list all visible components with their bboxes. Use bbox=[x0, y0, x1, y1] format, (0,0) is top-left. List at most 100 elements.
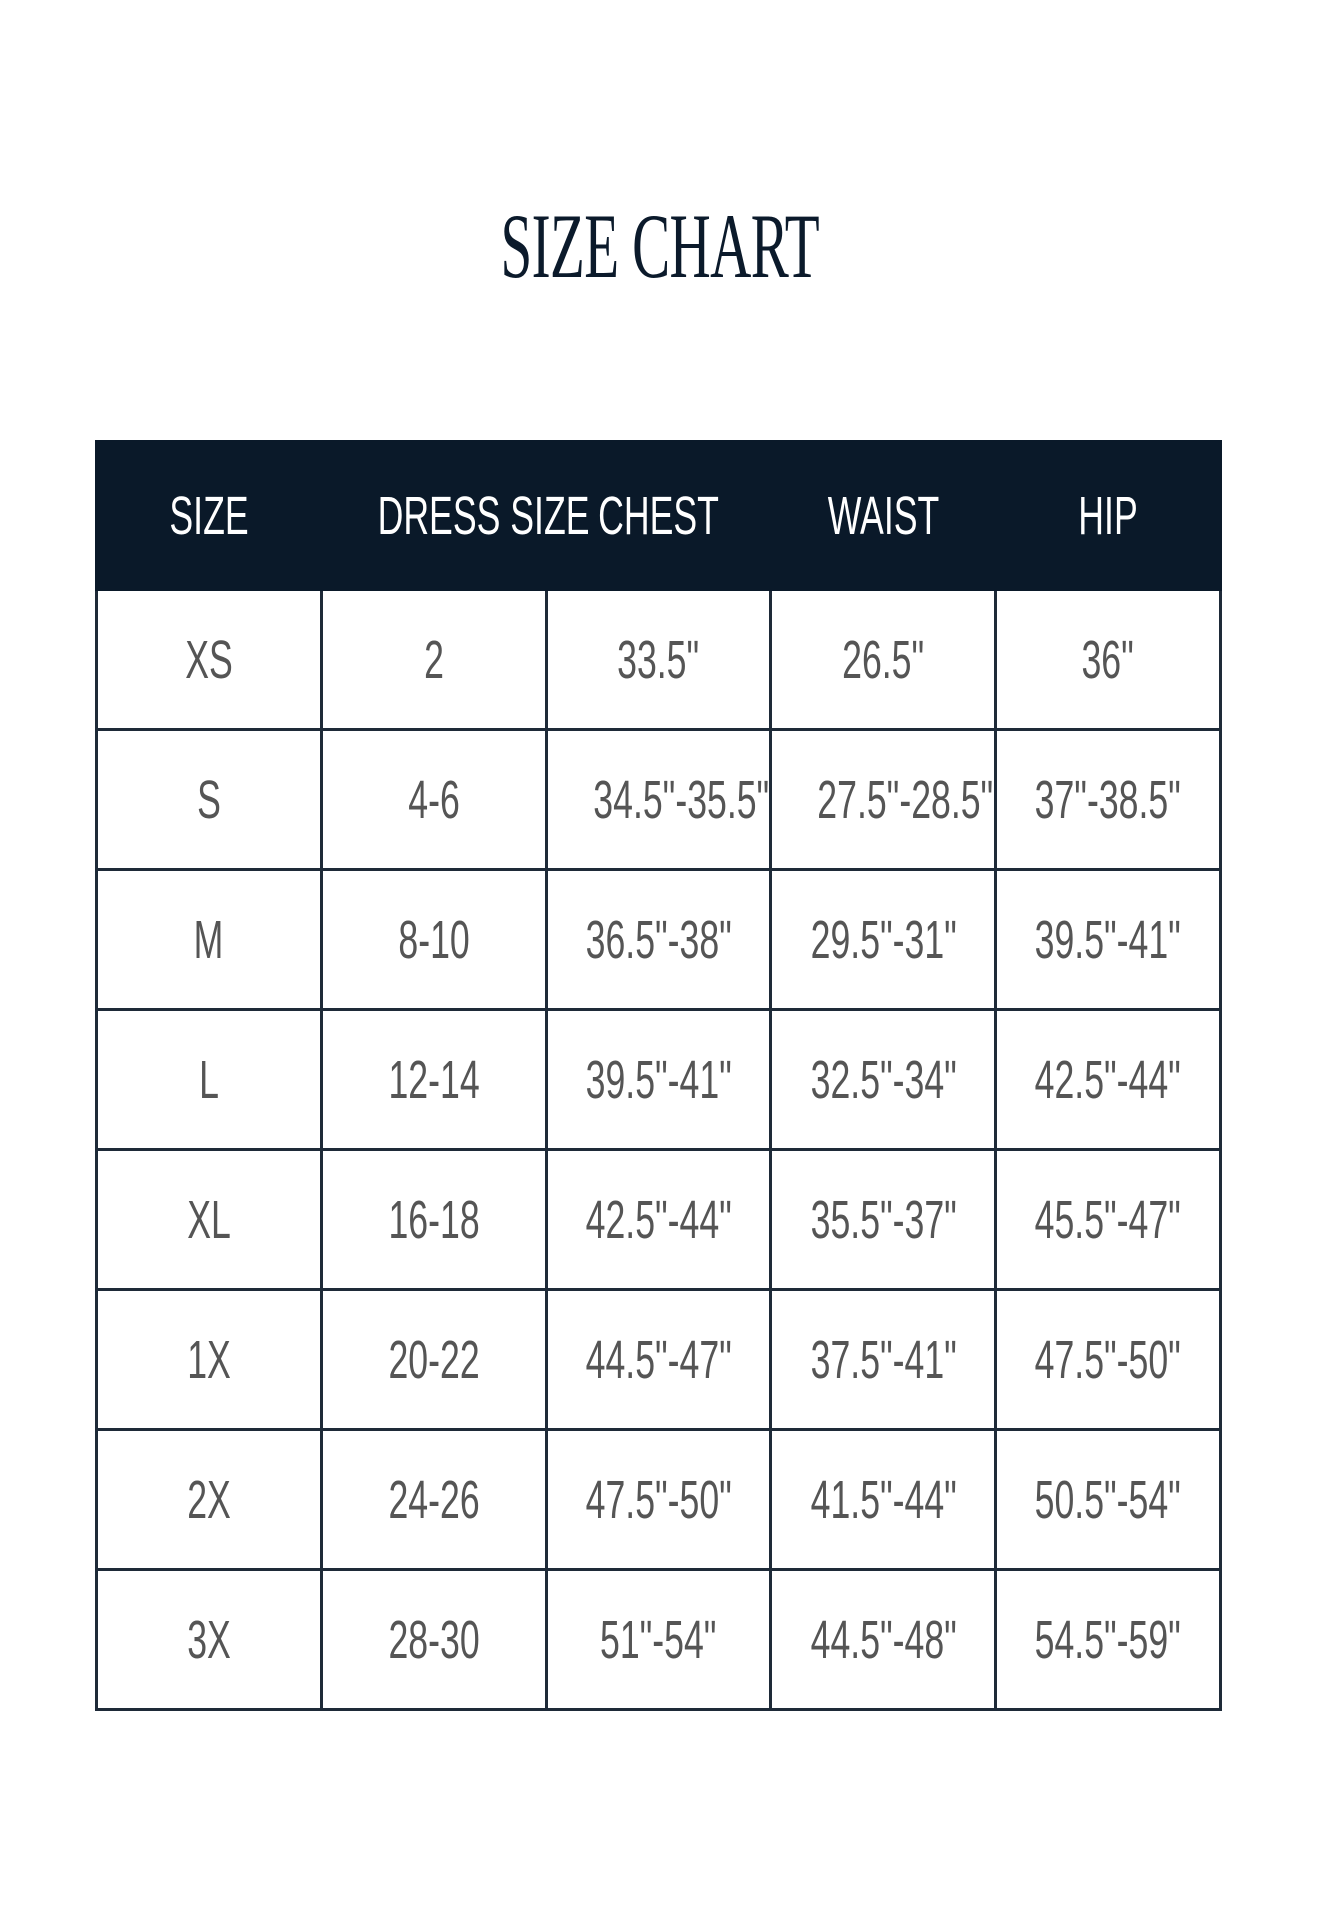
cell-value: 36.5"-38" bbox=[585, 909, 732, 970]
cell-value: 12-14 bbox=[388, 1049, 480, 1110]
table-cell: XS bbox=[95, 588, 323, 731]
table-row: M 8-10 36.5"-38" 29.5"-31" 39.5"-41" bbox=[95, 868, 1222, 1011]
column-header-chest: CHEST bbox=[544, 440, 773, 591]
table-cell: 50.5"-54" bbox=[994, 1428, 1222, 1571]
table-cell: 36" bbox=[994, 588, 1222, 731]
cell-value: 42.5"-44" bbox=[585, 1189, 732, 1250]
header-row: SIZE DRESS SIZE CHEST WAIST HIP bbox=[95, 440, 1222, 591]
cell-value: 45.5"-47" bbox=[1034, 1189, 1182, 1250]
table-row: XS 2 33.5" 26.5" 36" bbox=[95, 588, 1222, 731]
cell-value: XS bbox=[185, 629, 233, 690]
table-cell: 39.5"-41" bbox=[994, 868, 1222, 1011]
cell-value: 44.5"-47" bbox=[585, 1329, 732, 1390]
table-cell: 29.5"-31" bbox=[769, 868, 998, 1011]
table-row: L 12-14 39.5"-41" 32.5"-34" 42.5"-44" bbox=[95, 1008, 1222, 1151]
table-cell: 47.5"-50" bbox=[544, 1428, 773, 1571]
table-cell: S bbox=[95, 728, 323, 871]
cell-value: 36" bbox=[1081, 629, 1135, 690]
table-cell: 3X bbox=[95, 1568, 323, 1711]
table-cell: 45.5"-47" bbox=[994, 1148, 1222, 1291]
header-label: HIP bbox=[1078, 485, 1138, 546]
table-cell: 24-26 bbox=[319, 1428, 548, 1571]
column-header-waist: WAIST bbox=[769, 440, 998, 591]
header-label: CHEST bbox=[598, 485, 719, 546]
title-text: SIZE CHART bbox=[500, 195, 820, 297]
cell-value: 47.5"-50" bbox=[585, 1469, 732, 1530]
table-cell: 35.5"-37" bbox=[769, 1148, 998, 1291]
table-cell: 28-30 bbox=[319, 1568, 548, 1711]
cell-value: 37.5"-41" bbox=[810, 1329, 957, 1390]
cell-value: 26.5" bbox=[842, 629, 925, 690]
cell-value: S bbox=[197, 769, 221, 830]
cell-value: 28-30 bbox=[388, 1609, 480, 1670]
table-cell: 42.5"-44" bbox=[544, 1148, 773, 1291]
page-title: SIZE CHART bbox=[0, 200, 1320, 292]
table-cell: 34.5"-35.5" bbox=[544, 728, 773, 871]
table-cell: 2 bbox=[319, 588, 548, 731]
cell-value: 50.5"-54" bbox=[1034, 1469, 1182, 1530]
cell-value: 24-26 bbox=[388, 1469, 480, 1530]
cell-value: 39.5"-41" bbox=[1034, 909, 1182, 970]
cell-value: 44.5"-48" bbox=[810, 1609, 957, 1670]
table-cell: 42.5"-44" bbox=[994, 1008, 1222, 1151]
cell-value: 2 bbox=[423, 629, 444, 690]
cell-value: 37"-38.5" bbox=[1034, 769, 1182, 830]
cell-value: 34.5"-35.5" bbox=[592, 769, 769, 830]
table-cell: 36.5"-38" bbox=[544, 868, 773, 1011]
table-cell: 8-10 bbox=[319, 868, 548, 1011]
cell-value: 8-10 bbox=[398, 909, 470, 970]
table-cell: 47.5"-50" bbox=[994, 1288, 1222, 1431]
table-cell: 41.5"-44" bbox=[769, 1428, 998, 1571]
table-row: 3X 28-30 51"-54" 44.5"-48" 54.5"-59" bbox=[95, 1568, 1222, 1711]
cell-value: M bbox=[194, 909, 224, 970]
table-row: 2X 24-26 47.5"-50" 41.5"-44" 50.5"-54" bbox=[95, 1428, 1222, 1571]
cell-value: 3X bbox=[187, 1609, 231, 1670]
cell-value: L bbox=[198, 1049, 219, 1110]
cell-value: 29.5"-31" bbox=[810, 909, 957, 970]
cell-value: XL bbox=[187, 1189, 231, 1250]
size-chart-table: SIZE DRESS SIZE CHEST WAIST HIP XS 2 33.5" 26.5… bbox=[95, 440, 1222, 1711]
table-cell: 2X bbox=[95, 1428, 323, 1571]
cell-value: 2X bbox=[187, 1469, 231, 1530]
cell-value: 16-18 bbox=[388, 1189, 480, 1250]
table-cell: 44.5"-48" bbox=[769, 1568, 998, 1711]
header-label: WAIST bbox=[827, 485, 940, 546]
table-cell: 26.5" bbox=[769, 588, 998, 731]
column-header-dress-size: DRESS SIZE bbox=[319, 440, 589, 591]
table-cell: 51"-54" bbox=[544, 1568, 773, 1711]
header-label: DRESS SIZE bbox=[377, 485, 590, 546]
table-cell: 37"-38.5" bbox=[994, 728, 1222, 871]
table-cell: M bbox=[95, 868, 323, 1011]
cell-value: 41.5"-44" bbox=[810, 1469, 957, 1530]
table-cell: 1X bbox=[95, 1288, 323, 1431]
cell-value: 1X bbox=[187, 1329, 231, 1390]
table-row: 1X 20-22 44.5"-47" 37.5"-41" 47.5"-50" bbox=[95, 1288, 1222, 1431]
table-cell: 44.5"-47" bbox=[544, 1288, 773, 1431]
header-label: SIZE bbox=[169, 485, 249, 546]
table-cell: 12-14 bbox=[319, 1008, 548, 1151]
table-cell: 39.5"-41" bbox=[544, 1008, 773, 1151]
cell-value: 33.5" bbox=[617, 629, 700, 690]
cell-value: 47.5"-50" bbox=[1034, 1329, 1182, 1390]
cell-value: 4-6 bbox=[407, 769, 460, 830]
cell-value: 32.5"-34" bbox=[810, 1049, 957, 1110]
cell-value: 27.5"-28.5" bbox=[817, 769, 994, 830]
cell-value: 42.5"-44" bbox=[1034, 1049, 1182, 1110]
cell-value: 54.5"-59" bbox=[1034, 1609, 1182, 1670]
table-cell: L bbox=[95, 1008, 323, 1151]
table-cell: 54.5"-59" bbox=[994, 1568, 1222, 1711]
table-cell: 33.5" bbox=[544, 588, 773, 731]
cell-value: 20-22 bbox=[388, 1329, 480, 1390]
table-cell: 4-6 bbox=[319, 728, 548, 871]
table-cell: 16-18 bbox=[319, 1148, 548, 1291]
table-row: XL 16-18 42.5"-44" 35.5"-37" 45.5"-47" bbox=[95, 1148, 1222, 1291]
column-header-hip: HIP bbox=[994, 440, 1222, 591]
column-header-size: SIZE bbox=[95, 440, 323, 591]
cell-value: 51"-54" bbox=[600, 1609, 717, 1670]
cell-value: 35.5"-37" bbox=[810, 1189, 957, 1250]
table-cell: XL bbox=[95, 1148, 323, 1291]
cell-value: 39.5"-41" bbox=[585, 1049, 732, 1110]
table-cell: 27.5"-28.5" bbox=[769, 728, 998, 871]
table-cell: 37.5"-41" bbox=[769, 1288, 998, 1431]
table-cell: 20-22 bbox=[319, 1288, 548, 1431]
